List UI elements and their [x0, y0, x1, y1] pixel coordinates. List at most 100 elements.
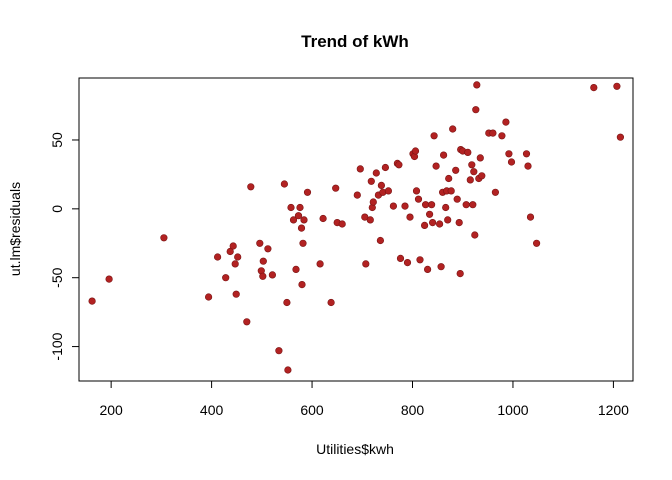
data-point-84 [449, 125, 457, 133]
data-point-18 [268, 271, 277, 279]
data-point-47 [372, 169, 380, 177]
data-point-12 [247, 183, 255, 191]
data-point-93 [466, 176, 474, 184]
data-point-63 [411, 147, 420, 155]
data-point-7 [229, 242, 237, 250]
data-point-107 [502, 118, 510, 126]
data-point-66 [416, 256, 424, 264]
data-point-32 [303, 188, 312, 196]
data-point-78 [440, 151, 448, 159]
data-point-2 [160, 234, 168, 242]
data-point-74 [432, 162, 440, 170]
data-point-116 [616, 133, 625, 141]
data-point-91 [462, 201, 470, 209]
data-point-25 [292, 265, 300, 274]
data-point-71 [428, 201, 436, 209]
data-point-111 [524, 162, 532, 170]
data-point-17 [264, 245, 272, 253]
data-point-56 [395, 161, 403, 169]
data-point-0 [88, 297, 96, 305]
data-point-20 [280, 180, 289, 188]
data-point-28 [297, 224, 306, 232]
data-point-33 [316, 260, 324, 268]
data-point-60 [406, 213, 414, 221]
data-point-21 [283, 298, 291, 307]
data-point-97 [471, 231, 479, 239]
data-point-70 [426, 210, 434, 218]
data-point-110 [522, 150, 531, 158]
data-point-40 [356, 165, 364, 173]
data-point-101 [476, 154, 484, 162]
data-point-29 [298, 281, 306, 289]
data-point-68 [422, 201, 430, 209]
data-point-19 [275, 347, 283, 355]
data-point-86 [453, 195, 461, 203]
data-point-31 [300, 216, 308, 224]
data-point-88 [456, 270, 464, 278]
data-point-106 [498, 132, 506, 140]
data-point-27 [296, 203, 304, 212]
data-point-50 [377, 181, 386, 189]
data-point-112 [526, 213, 535, 221]
data-point-92 [464, 148, 472, 156]
data-point-94 [468, 161, 476, 169]
data-point-64 [412, 187, 421, 195]
y-tick-label-1: -50 [49, 267, 65, 287]
data-point-98 [472, 106, 480, 114]
data-point-23 [287, 203, 295, 212]
data-point-26 [294, 212, 303, 220]
data-point-58 [401, 202, 409, 210]
data-point-102 [478, 172, 486, 180]
data-point-114 [590, 83, 598, 92]
data-point-87 [455, 219, 463, 227]
plot-frame [78, 77, 634, 382]
x-tick-label-0: 200 [99, 402, 123, 418]
data-point-4 [214, 253, 222, 261]
data-point-76 [437, 263, 445, 271]
data-point-5 [222, 274, 230, 282]
data-point-85 [452, 166, 460, 174]
data-point-109 [507, 158, 516, 166]
x-axis-label: Utilities$kwh [316, 441, 394, 457]
data-point-36 [332, 184, 340, 192]
data-point-99 [473, 81, 481, 89]
data-point-24 [289, 216, 298, 224]
data-point-9 [232, 290, 240, 298]
y-axis: -100 -50 0 50 [49, 132, 80, 361]
data-point-52 [381, 163, 390, 172]
data-point-46 [369, 198, 377, 206]
data-point-69 [424, 265, 432, 274]
data-point-35 [327, 298, 335, 307]
data-point-81 [444, 216, 452, 224]
data-point-105 [491, 188, 500, 196]
data-point-67 [421, 221, 429, 229]
data-point-22 [284, 366, 292, 374]
data-point-57 [396, 254, 405, 262]
data-point-34 [319, 214, 327, 223]
data-point-38 [338, 220, 346, 228]
x-tick-label-1: 400 [200, 402, 224, 418]
x-axis: 200 400 600 800 1000 1200 [99, 380, 629, 418]
data-point-30 [299, 239, 307, 247]
data-point-54 [389, 202, 398, 210]
data-point-15 [259, 272, 267, 280]
x-tick-label-3: 800 [401, 402, 425, 418]
x-tick-label-4: 1000 [497, 402, 528, 418]
data-point-113 [532, 239, 541, 247]
x-tick-label-2: 600 [300, 402, 324, 418]
data-point-53 [384, 187, 393, 195]
data-point-42 [362, 260, 370, 268]
y-tick-label-0: -100 [49, 332, 65, 360]
data-point-13 [256, 239, 264, 247]
data-point-59 [403, 259, 412, 267]
data-point-3 [205, 293, 213, 301]
data-point-11 [243, 318, 251, 326]
data-point-43 [366, 216, 374, 224]
y-axis-label: ut.lm$residuals [7, 182, 23, 276]
x-tick-label-5: 1200 [598, 402, 629, 418]
data-point-65 [414, 195, 423, 203]
data-point-1 [105, 275, 113, 283]
data-point-104 [489, 129, 497, 137]
data-point-79 [442, 203, 450, 212]
